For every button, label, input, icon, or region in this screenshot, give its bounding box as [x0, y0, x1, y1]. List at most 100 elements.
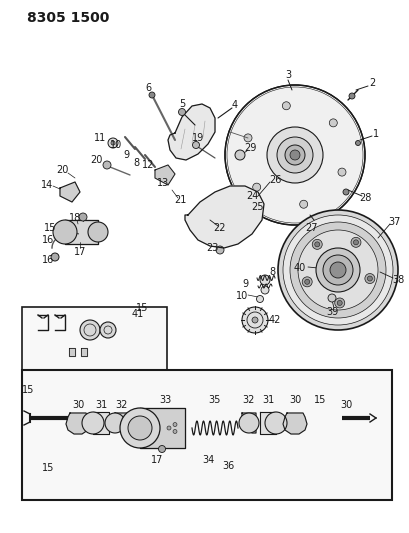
Text: 40: 40	[293, 263, 306, 273]
Circle shape	[299, 200, 307, 208]
Text: 37: 37	[388, 217, 400, 227]
Circle shape	[105, 413, 125, 433]
Circle shape	[312, 239, 321, 249]
Text: 31: 31	[261, 395, 274, 405]
Text: 8: 8	[268, 267, 274, 277]
Circle shape	[314, 242, 319, 247]
Circle shape	[350, 237, 360, 247]
Circle shape	[289, 222, 385, 318]
Text: 13: 13	[157, 178, 169, 188]
Circle shape	[53, 220, 77, 244]
Text: 22: 22	[213, 223, 226, 233]
Text: 8305 1500: 8305 1500	[27, 11, 109, 25]
Circle shape	[364, 273, 374, 284]
Text: 31: 31	[94, 400, 107, 410]
Polygon shape	[259, 412, 275, 434]
Circle shape	[366, 276, 371, 281]
Circle shape	[328, 119, 337, 127]
Circle shape	[327, 294, 335, 302]
Text: 10: 10	[110, 140, 122, 150]
Circle shape	[103, 161, 111, 169]
Circle shape	[256, 295, 263, 303]
Circle shape	[329, 262, 345, 278]
Circle shape	[192, 141, 199, 149]
Polygon shape	[155, 165, 175, 185]
Circle shape	[252, 183, 260, 191]
Circle shape	[216, 246, 223, 254]
Text: 25: 25	[251, 202, 264, 212]
Polygon shape	[60, 182, 80, 202]
Circle shape	[282, 102, 290, 110]
Text: 33: 33	[159, 395, 171, 405]
Polygon shape	[168, 104, 214, 160]
Circle shape	[322, 255, 352, 285]
Text: 29: 29	[243, 143, 256, 153]
Circle shape	[259, 275, 270, 285]
Text: 30: 30	[339, 400, 351, 410]
Text: 16: 16	[42, 235, 54, 245]
Polygon shape	[139, 408, 184, 448]
Text: 8: 8	[133, 158, 139, 168]
Text: 34: 34	[201, 455, 213, 465]
Text: 14: 14	[41, 180, 53, 190]
Circle shape	[276, 137, 312, 173]
Text: 15: 15	[42, 463, 54, 473]
Text: 20: 20	[90, 155, 102, 165]
Circle shape	[178, 109, 185, 116]
Text: 16: 16	[42, 255, 54, 265]
Circle shape	[241, 307, 267, 333]
Text: 3: 3	[284, 70, 290, 80]
Circle shape	[79, 213, 87, 221]
Polygon shape	[66, 413, 90, 434]
Circle shape	[166, 426, 171, 430]
Text: 10: 10	[235, 291, 247, 301]
Circle shape	[51, 253, 59, 261]
Circle shape	[243, 134, 252, 142]
Text: 15: 15	[135, 303, 148, 313]
Circle shape	[355, 141, 360, 146]
Circle shape	[100, 322, 116, 338]
Text: 32: 32	[242, 395, 254, 405]
Text: 9: 9	[241, 279, 247, 289]
Circle shape	[282, 215, 392, 325]
Polygon shape	[282, 413, 306, 434]
Circle shape	[128, 416, 152, 440]
Circle shape	[120, 408, 160, 448]
Circle shape	[315, 248, 359, 292]
Text: 38: 38	[391, 275, 403, 285]
Text: 15: 15	[313, 395, 326, 405]
Circle shape	[277, 210, 397, 330]
Polygon shape	[65, 220, 98, 244]
Polygon shape	[241, 413, 255, 433]
Circle shape	[353, 240, 357, 245]
Circle shape	[82, 412, 104, 434]
Circle shape	[234, 150, 245, 160]
Text: 39: 39	[325, 307, 337, 317]
Text: 42: 42	[268, 315, 281, 325]
Circle shape	[225, 85, 364, 225]
Text: 21: 21	[173, 195, 186, 205]
Circle shape	[284, 145, 304, 165]
Circle shape	[337, 301, 342, 305]
Circle shape	[80, 320, 100, 340]
Text: 6: 6	[145, 83, 151, 93]
Polygon shape	[69, 348, 75, 356]
Circle shape	[289, 150, 299, 160]
Circle shape	[173, 430, 177, 433]
Circle shape	[342, 189, 348, 195]
Text: 15: 15	[22, 385, 34, 395]
Polygon shape	[81, 348, 87, 356]
Text: 11: 11	[94, 133, 106, 143]
Text: 5: 5	[178, 99, 185, 109]
Text: 23: 23	[205, 243, 218, 253]
Text: 17: 17	[151, 455, 163, 465]
Text: 2: 2	[368, 78, 374, 88]
Circle shape	[264, 412, 286, 434]
Circle shape	[297, 230, 377, 310]
Polygon shape	[184, 186, 263, 248]
Text: 35: 35	[208, 395, 220, 405]
Polygon shape	[93, 412, 109, 434]
Text: 17: 17	[74, 247, 86, 257]
Text: 30: 30	[72, 400, 84, 410]
Circle shape	[238, 413, 258, 433]
